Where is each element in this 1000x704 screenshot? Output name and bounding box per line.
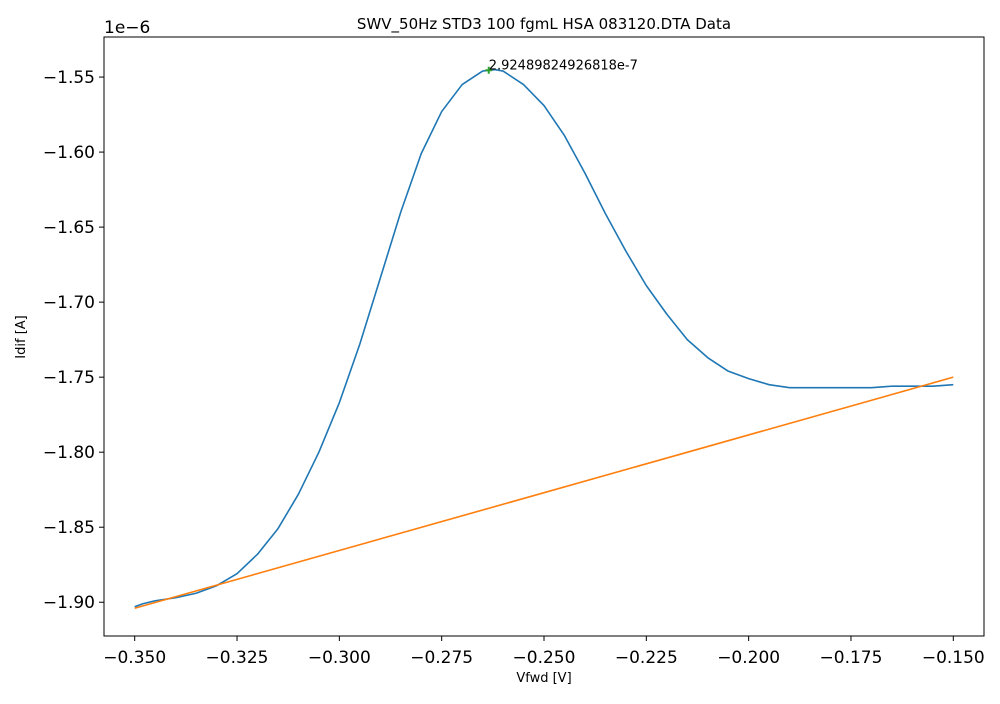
x-tick-label: −0.300: [308, 648, 371, 668]
chart-title: SWV_50Hz STD3 100 fgmL HSA 083120.DTA Da…: [357, 15, 731, 34]
series-line-1: [134, 68, 954, 608]
x-tick-label: −0.275: [410, 648, 473, 668]
y-tick-label: −1.75: [43, 368, 95, 388]
plot-area: 2.92489824926818e-7: [134, 58, 954, 610]
x-tick-label: −0.200: [717, 648, 780, 668]
x-axis-ticks: −0.350 −0.325 −0.300 −0.275 −0.250 −0.225 −0.2…: [103, 636, 985, 668]
plot-frame: [103, 36, 985, 637]
x-tick-label: −0.225: [615, 648, 678, 668]
y-axis-ticks: −1.90 −1.85 −1.80 −1.75 −1.70 −1.65 −1.60 −1.55: [43, 68, 104, 613]
peak-marker: [485, 66, 493, 74]
x-tick-label: −0.350: [103, 648, 166, 668]
peak-annotation: 2.92489824926818e-7: [489, 58, 638, 73]
y-axis-label: Idif [A]: [14, 315, 29, 358]
x-tick-label: −0.150: [922, 648, 985, 668]
y-tick-label: −1.60: [43, 143, 95, 163]
x-axis-label: Vfwd [V]: [516, 671, 571, 686]
y-tick-label: −1.90: [43, 593, 95, 613]
x-tick-label: −0.175: [820, 648, 883, 668]
series-line-2: [134, 376, 954, 610]
y-tick-label: −1.55: [43, 68, 95, 88]
y-tick-label: −1.80: [43, 443, 95, 463]
x-tick-label: −0.325: [206, 648, 269, 668]
y-tick-label: −1.70: [43, 293, 95, 313]
y-tick-label: −1.85: [43, 518, 95, 538]
y-tick-label: −1.65: [43, 218, 95, 238]
x-tick-label: −0.250: [513, 648, 576, 668]
y-axis-offset-label: 1e−6: [104, 18, 150, 38]
